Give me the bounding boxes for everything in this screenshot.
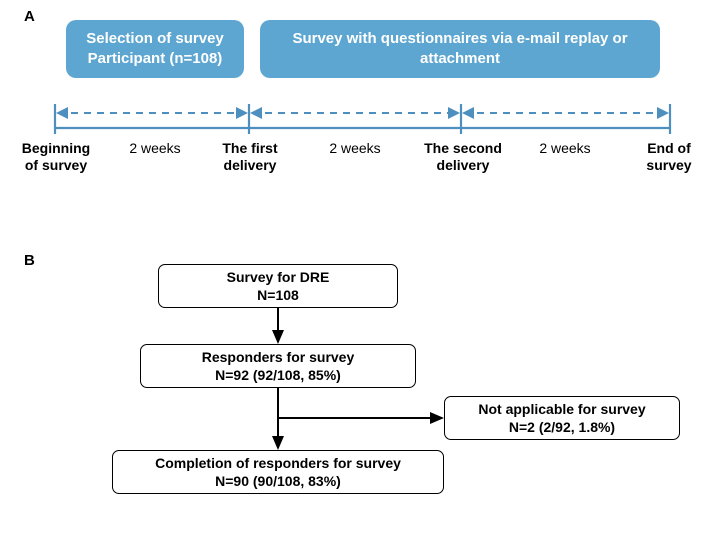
panel-a: A Selection of survey Participant (n=108… <box>0 0 707 200</box>
timeline-axis <box>0 0 707 200</box>
tick-label-beginning: Beginningof survey <box>18 140 94 174</box>
tick-label-end: End ofsurvey <box>636 140 702 174</box>
interval-1: 2 weeks <box>120 140 190 156</box>
tick-label-first-delivery: The firstdelivery <box>214 140 286 174</box>
flowchart-arrows <box>0 260 707 539</box>
tick-label-second-delivery: The seconddelivery <box>418 140 508 174</box>
interval-3: 2 weeks <box>530 140 600 156</box>
panel-b: B Survey for DREN=108 Responders for sur… <box>0 260 707 539</box>
interval-2: 2 weeks <box>320 140 390 156</box>
